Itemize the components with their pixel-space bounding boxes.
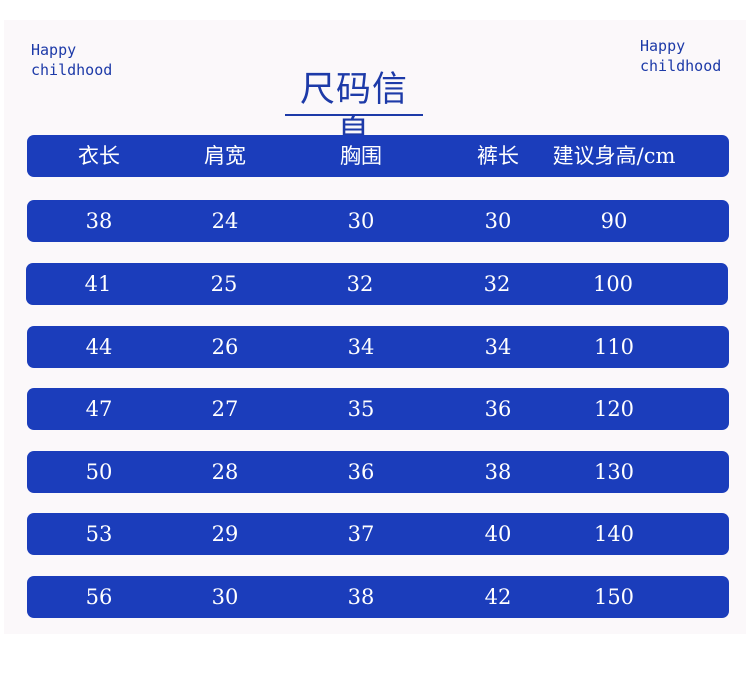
table-cell: 38 xyxy=(484,460,512,484)
table-cell: 40 xyxy=(484,522,512,546)
table-cell: 150 xyxy=(593,585,635,609)
table-cell: 30 xyxy=(211,585,239,609)
table-row: 41 25 32 32 100 xyxy=(26,263,728,305)
table-cell: 26 xyxy=(211,335,239,359)
table-header-row: 衣长 肩宽 胸围 裤长 建议身高/cm xyxy=(27,135,729,177)
table-cell: 50 xyxy=(85,460,113,484)
header-cell: 胸围 xyxy=(340,144,382,168)
header-cell: 建议身高/cm xyxy=(552,144,676,168)
table-row: 50 28 36 38 130 xyxy=(27,451,729,493)
table-row: 38 24 30 30 90 xyxy=(27,200,729,242)
table-cell: 56 xyxy=(85,585,113,609)
brand-text-left: Happy childhood xyxy=(31,40,112,80)
brand-right-line1: Happy xyxy=(640,37,686,55)
table-cell: 38 xyxy=(85,209,113,233)
table-cell: 44 xyxy=(85,335,113,359)
table-cell: 90 xyxy=(600,209,628,233)
brand-text-right: Happy childhood xyxy=(640,36,721,76)
brand-right-line2: childhood xyxy=(640,57,722,75)
brand-left-line2: childhood xyxy=(31,61,113,79)
table-cell: 24 xyxy=(211,209,239,233)
table-cell: 41 xyxy=(84,272,112,296)
header-cell: 肩宽 xyxy=(204,144,246,168)
table-row: 53 29 37 40 140 xyxy=(27,513,729,555)
table-cell: 30 xyxy=(347,209,375,233)
table-cell: 42 xyxy=(484,585,512,609)
table-cell: 34 xyxy=(484,335,512,359)
table-cell: 36 xyxy=(484,397,512,421)
table-cell: 130 xyxy=(593,460,635,484)
table-row: 47 27 35 36 120 xyxy=(27,388,729,430)
page-title: 尺码信息 xyxy=(299,70,408,154)
table-cell: 140 xyxy=(593,522,635,546)
table-cell: 34 xyxy=(347,335,375,359)
title-underline xyxy=(285,114,423,116)
table-cell: 110 xyxy=(593,335,635,359)
table-cell: 32 xyxy=(483,272,511,296)
table-row: 56 30 38 42 150 xyxy=(27,576,729,618)
header-cell: 裤长 xyxy=(477,144,519,168)
brand-left-line1: Happy xyxy=(31,41,77,59)
table-cell: 120 xyxy=(593,397,635,421)
table-cell: 29 xyxy=(211,522,239,546)
table-cell: 27 xyxy=(211,397,239,421)
table-cell: 100 xyxy=(592,272,634,296)
header-cell: 衣长 xyxy=(78,144,120,168)
table-cell: 38 xyxy=(347,585,375,609)
table-cell: 53 xyxy=(85,522,113,546)
title-block: 尺码信息 xyxy=(284,68,424,156)
table-cell: 32 xyxy=(346,272,374,296)
table-cell: 47 xyxy=(85,397,113,421)
table-row: 44 26 34 34 110 xyxy=(27,326,729,368)
table-cell: 30 xyxy=(484,209,512,233)
table-cell: 35 xyxy=(347,397,375,421)
table-cell: 37 xyxy=(347,522,375,546)
table-cell: 28 xyxy=(211,460,239,484)
table-cell: 25 xyxy=(210,272,238,296)
table-cell: 36 xyxy=(347,460,375,484)
